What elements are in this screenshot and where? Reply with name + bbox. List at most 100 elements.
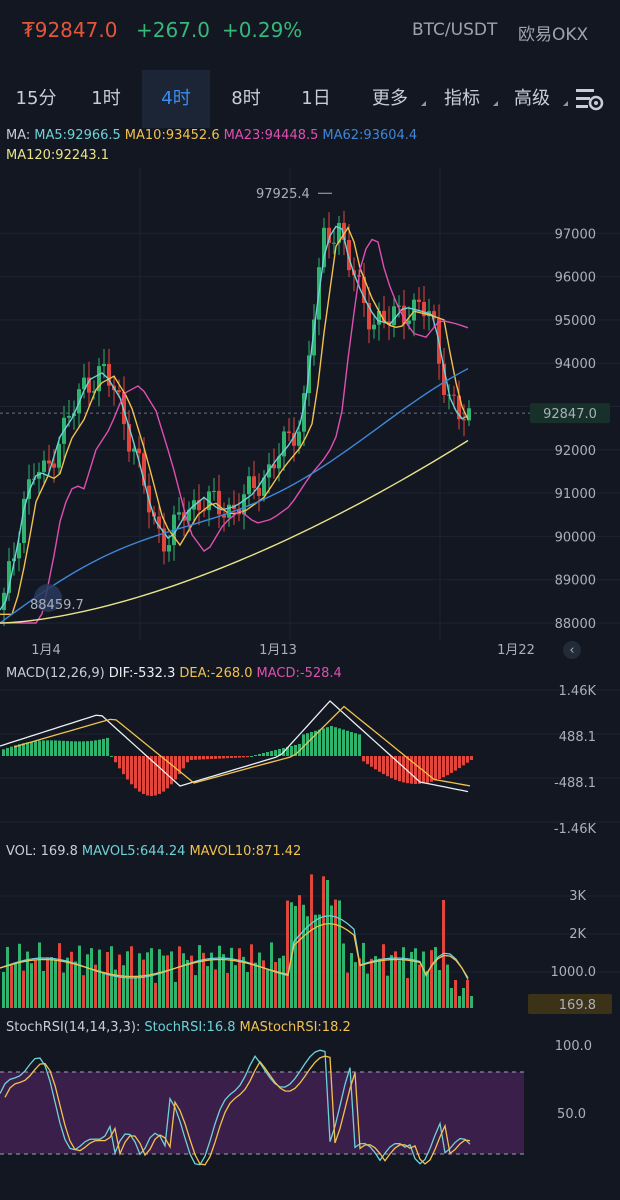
candle-body (382, 310, 386, 322)
macd-histogram-bar (74, 741, 77, 756)
volume-bar (466, 980, 469, 1008)
macd-histogram-bar (318, 729, 321, 756)
candle-body (252, 476, 256, 488)
tab-1d[interactable]: 1日 (301, 88, 331, 109)
volume-bar (426, 970, 429, 1008)
macd-dea-line (13, 705, 471, 787)
tab-advanced[interactable]: 高级 (502, 70, 568, 128)
macd-dea: DEA:-268.0 (179, 666, 253, 681)
candle-body (412, 299, 416, 321)
macd-histogram-bar (418, 756, 421, 784)
macd-histogram-bar (2, 749, 5, 756)
volume-bar (318, 914, 321, 1008)
macd-histogram-bar (166, 756, 169, 789)
ma10-line (0, 226, 469, 616)
volume-bar (422, 951, 425, 1008)
candle-body (7, 561, 11, 593)
collapse-button (563, 641, 581, 659)
macd-histogram-bar (422, 756, 425, 784)
macd-value: MACD:-528.4 (256, 666, 342, 681)
macd-histogram-bar (294, 745, 297, 756)
macd-legend: MACD(12,26,9) DIF:-532.3 DEA:-268.0 MACD:-5… (6, 666, 346, 681)
candle-body (287, 431, 291, 434)
macd-histogram-bar (122, 756, 125, 775)
candlestick-chart[interactable]: 97000 96000 95000 94000 92000 91000 90000 89000… (0, 168, 620, 668)
candle-body (432, 311, 436, 319)
macd-histogram-bar (158, 756, 161, 795)
macd-histogram-bar (430, 756, 433, 782)
volume-bar (346, 972, 349, 1008)
volume-bar (26, 951, 29, 1008)
candle-body (107, 364, 111, 386)
candle-body (167, 545, 171, 552)
candle-body (337, 222, 341, 243)
candle-body (17, 543, 21, 559)
exchange-name[interactable]: 欧易OKX (518, 25, 589, 45)
tab-1h[interactable]: 1时 (91, 88, 121, 109)
macd-histogram-bar (242, 756, 245, 758)
candle-body (187, 509, 191, 521)
macd-axis-label: -1.46K (554, 822, 597, 837)
volume-bar (74, 961, 77, 1008)
volume-bar (398, 960, 401, 1008)
candle-body (292, 433, 296, 446)
candle-body (277, 456, 281, 469)
stochrsi-axis-label: 100.0 (555, 1039, 592, 1054)
tab-8h[interactable]: 8时 (231, 88, 261, 109)
volume-bar (454, 980, 457, 1008)
macd-histogram-bar (262, 753, 265, 756)
volume-bar (130, 946, 133, 1008)
volume-bar (54, 960, 57, 1008)
candle-body (222, 514, 226, 518)
tab-15m[interactable]: 15分 (15, 88, 57, 109)
volume-chart[interactable]: 3K 2K 1000.0 169.8 (0, 860, 620, 1016)
x-axis-label: 1月13 (259, 643, 297, 658)
volume-bar (142, 959, 145, 1008)
volume-bar (22, 970, 25, 1008)
macd-histogram-bar (398, 756, 401, 782)
macd-histogram-bar (382, 756, 385, 775)
volume-bar (222, 954, 225, 1008)
volume-bar (394, 951, 397, 1008)
macd-chart[interactable]: 1.46K 488.1 -488.1 -1.46K (0, 682, 620, 842)
tab-more[interactable]: 更多 (360, 70, 426, 128)
candle-body (262, 477, 266, 496)
macd-histogram-bar (370, 756, 373, 767)
candle-body (132, 448, 136, 452)
tab-indicators[interactable]: 指标 (432, 70, 498, 128)
macd-histogram-bar (330, 726, 333, 756)
trading-pair[interactable]: BTC/USDT (412, 20, 498, 40)
macd-histogram-bar (62, 740, 65, 756)
macd-histogram-bar (178, 756, 181, 775)
ma62-line (0, 367, 469, 624)
ma5-line (0, 225, 469, 611)
macd-histogram-bar (302, 734, 305, 756)
macd-histogram-bar (214, 756, 217, 759)
macd-histogram-bar (354, 733, 357, 756)
volume-bar (14, 962, 17, 1008)
macd-histogram-bar (194, 756, 197, 760)
candle-body (312, 319, 316, 356)
macd-histogram-bar (150, 756, 153, 796)
stochrsi-chart[interactable]: 100.0 50.0 (0, 1038, 620, 1200)
macd-histogram-bar (446, 756, 449, 776)
candle-body (377, 310, 381, 325)
macd-histogram-bar (366, 756, 369, 765)
macd-histogram-bar (218, 756, 221, 759)
chart-settings-icon[interactable] (574, 86, 604, 112)
macd-histogram-bar (338, 728, 341, 756)
volume-bar (338, 900, 341, 1008)
macd-histogram-bar (350, 732, 353, 756)
candle-body (102, 364, 106, 367)
macd-histogram-bar (426, 756, 429, 783)
tab-4h[interactable]: 4时 (142, 70, 210, 128)
header-bar: ₮92847.0 +267.0 +0.29% BTC/USDT 欧易OKX (0, 0, 620, 64)
ma5-value: MA5:92966.5 (34, 128, 121, 143)
candle-body (422, 302, 426, 317)
volume-bar (326, 880, 329, 1008)
stochrsi-value: StochRSI:16.8 (144, 1020, 236, 1035)
price-change: +267.0 (136, 18, 211, 42)
volume-bar (198, 945, 201, 1008)
macd-histogram-bar (250, 756, 253, 757)
macd-histogram-bar (390, 756, 393, 779)
